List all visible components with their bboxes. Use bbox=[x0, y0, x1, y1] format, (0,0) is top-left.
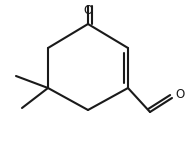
Text: O: O bbox=[175, 89, 184, 102]
Text: O: O bbox=[83, 4, 93, 17]
